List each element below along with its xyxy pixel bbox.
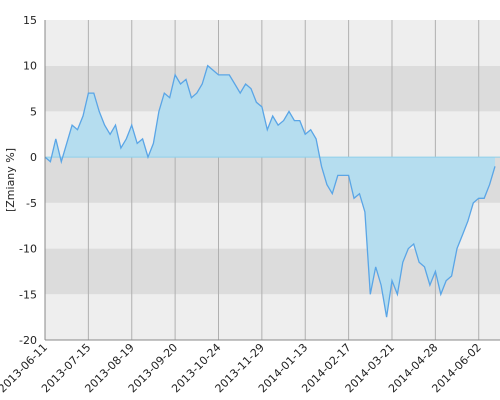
y-tick-label: -5 [26, 197, 37, 210]
band [45, 65, 500, 112]
band [45, 20, 500, 66]
y-tick-label: -20 [19, 334, 37, 347]
y-tick-label: 5 [30, 105, 37, 118]
y-tick-label: 0 [30, 151, 37, 164]
band [45, 294, 500, 340]
y-axis-label: [Zmiany %] [4, 148, 17, 212]
area [45, 65, 495, 318]
y-tick-label: 15 [23, 14, 37, 27]
line [44, 64, 496, 318]
y-tick-label: -15 [19, 288, 37, 301]
y-tick-label: 10 [23, 60, 37, 73]
y-tick-label: -10 [19, 243, 37, 256]
